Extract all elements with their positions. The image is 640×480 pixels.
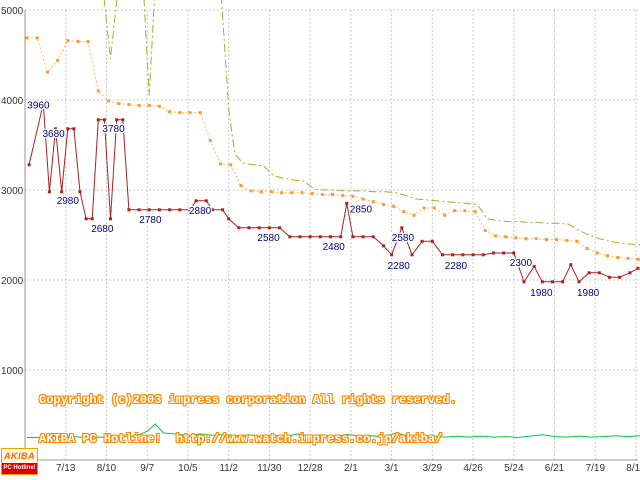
y-tick-label: 4000 — [1, 96, 24, 107]
series-green-solid — [27, 423, 640, 439]
series-group — [25, 0, 640, 439]
price-label: 3680 — [43, 129, 66, 140]
price-label: 2680 — [91, 224, 114, 235]
x-tick-label: 11/2 — [219, 463, 238, 474]
price-label: 2580 — [392, 233, 415, 244]
x-tick-label: 11/30 — [257, 463, 282, 474]
price-label: 2780 — [139, 215, 162, 226]
x-tick-label: 3/29 — [423, 463, 443, 474]
copyright-line1: Copyright (c)2003 impress corporation Al… — [39, 393, 457, 407]
price-label: 2980 — [57, 196, 80, 207]
x-tick-label: 6/21 — [545, 463, 565, 474]
price-label: 2850 — [350, 205, 373, 216]
price-label: 2880 — [189, 206, 212, 217]
akiba-logo: AKIBA PC Hotline! — [1, 448, 38, 475]
series-red-solid-markers — [27, 102, 640, 284]
series-orange-dotted-markers — [25, 36, 640, 261]
x-tick-label: 2/1 — [344, 463, 358, 474]
price-label: 2280 — [388, 261, 411, 272]
x-tick-label: 3/1 — [385, 463, 399, 474]
pc-hotline-logo-text: PC Hotline! — [2, 463, 37, 474]
grid — [24, 9, 638, 461]
series-olive-dashdot — [103, 0, 640, 246]
y-tick-label: 1000 — [1, 366, 24, 377]
x-tick-label: 5/24 — [504, 463, 524, 474]
akiba-logo-text: AKIBA — [2, 449, 37, 463]
series-orange-dotted — [27, 37, 640, 260]
x-tick-label: 4/26 — [463, 463, 483, 474]
y-tick-label: 5000 — [1, 6, 24, 17]
price-label: 3780 — [102, 124, 125, 135]
x-tick-label: 10/5 — [178, 463, 198, 474]
price-annotations: 3960 3680 2980 2680 3780 2780 2880 2580 2480 2850… — [26, 99, 601, 300]
x-tick-label: 12/28 — [298, 463, 323, 474]
price-label: 1980 — [530, 288, 553, 299]
price-label: 2480 — [323, 242, 346, 253]
price-label: 2280 — [445, 261, 468, 272]
price-label: 3960 — [27, 101, 50, 112]
x-tick-label: 7/19 — [586, 463, 606, 474]
y-tick-label: 2000 — [1, 276, 24, 287]
y-axis-labels: 5000 4000 3000 2000 1000 — [1, 6, 24, 377]
x-tick-label: 7/13 — [56, 463, 76, 474]
copyright-line2: AKIBA PC Hotline! http://www.watch.impre… — [39, 432, 443, 446]
price-label: 2580 — [257, 233, 280, 244]
price-label: 2300 — [510, 258, 533, 269]
x-tick-label: 9/7 — [140, 463, 154, 474]
copyright-overlay: Copyright (c)2003 impress corporation Al… — [39, 368, 457, 472]
price-label: 1980 — [577, 288, 600, 299]
y-tick-label: 3000 — [1, 186, 24, 197]
x-tick-label: 8/10 — [97, 463, 117, 474]
x-tick-label: 8/16 — [626, 463, 640, 474]
x-axis-labels: 6/157/138/109/710/511/211/3012/282/13/13… — [2, 463, 640, 474]
